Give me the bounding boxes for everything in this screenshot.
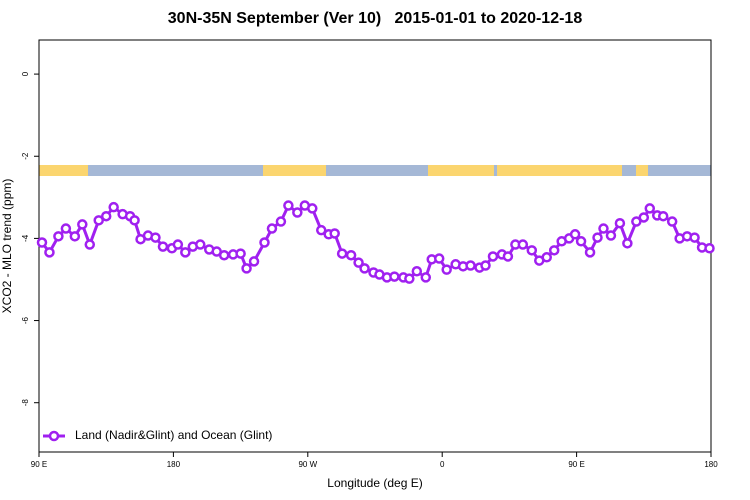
- point: [69, 231, 81, 242]
- legend-marker: [48, 430, 60, 442]
- plot-frame: [38, 39, 712, 453]
- point: [359, 263, 370, 274]
- land-band: [428, 165, 494, 176]
- ocean-band: [39, 165, 711, 176]
- point: [605, 230, 617, 241]
- point: [614, 217, 626, 229]
- point: [353, 257, 364, 268]
- point: [631, 216, 642, 227]
- y-axis-label: XCO2 - MLO trend (ppm): [0, 179, 14, 314]
- point: [172, 239, 184, 250]
- point: [584, 247, 596, 258]
- point: [36, 237, 48, 248]
- land-ocean-band: [39, 165, 711, 176]
- point: [235, 248, 246, 259]
- point: [487, 251, 499, 262]
- point: [345, 249, 357, 261]
- x-axis-label: Longitude (deg E): [327, 476, 422, 490]
- point: [266, 223, 278, 234]
- point: [195, 239, 206, 250]
- point: [411, 266, 423, 277]
- point: [129, 215, 140, 226]
- point: [704, 243, 715, 254]
- point: [218, 249, 230, 261]
- point: [569, 229, 581, 240]
- x-tick-label: 180: [704, 460, 718, 469]
- x-tick-label: 90 E: [31, 460, 47, 469]
- land-band: [497, 165, 622, 176]
- land-band: [39, 165, 88, 176]
- point: [241, 263, 252, 274]
- point: [622, 238, 633, 249]
- point: [100, 210, 112, 222]
- point: [592, 232, 603, 243]
- point: [638, 212, 650, 223]
- point: [283, 200, 294, 211]
- x-tick-label: 90 E: [568, 460, 584, 469]
- x-tick-label: 180: [167, 460, 181, 469]
- point: [575, 236, 587, 247]
- point: [180, 247, 191, 258]
- point: [465, 260, 476, 271]
- point: [77, 219, 88, 230]
- point: [548, 245, 560, 256]
- point: [502, 251, 514, 262]
- point: [307, 203, 318, 214]
- point: [336, 248, 348, 259]
- point: [108, 201, 119, 213]
- chart-title: 30N-35N September (Ver 10) 2015-01-01 to…: [168, 10, 583, 27]
- point: [526, 245, 538, 256]
- point: [666, 216, 678, 227]
- point: [157, 241, 169, 252]
- legend: Land (Nadir&Glint) and Ocean (Glint): [43, 428, 272, 442]
- point: [480, 260, 491, 271]
- point: [644, 203, 656, 214]
- land-band: [636, 165, 648, 176]
- point: [275, 216, 287, 227]
- y-tick-label: -2: [21, 152, 30, 160]
- land-band: [263, 165, 326, 176]
- point: [150, 232, 161, 243]
- point: [315, 224, 327, 236]
- y-tick-label: -6: [21, 316, 30, 324]
- point: [689, 232, 700, 243]
- point: [420, 272, 432, 283]
- point: [329, 228, 340, 239]
- point: [657, 210, 669, 222]
- legend-label: Land (Nadir&Glint) and Ocean (Glint): [75, 428, 272, 442]
- point: [292, 207, 303, 218]
- y-tick-label: -8: [21, 399, 30, 407]
- point: [93, 215, 104, 226]
- point: [541, 252, 552, 263]
- point: [433, 253, 445, 264]
- point: [53, 231, 64, 242]
- point: [404, 273, 415, 284]
- point: [441, 264, 452, 275]
- point: [389, 271, 400, 282]
- point: [259, 237, 270, 248]
- point: [248, 256, 260, 267]
- x-tick-label: 90 W: [298, 460, 317, 469]
- point: [44, 247, 55, 258]
- point: [598, 223, 609, 234]
- y-tick-label: -4: [21, 234, 30, 242]
- y-tick-label: 0: [21, 71, 30, 76]
- x-tick-label: 0: [440, 460, 445, 469]
- point: [60, 223, 72, 234]
- point: [517, 239, 529, 250]
- point: [84, 239, 96, 250]
